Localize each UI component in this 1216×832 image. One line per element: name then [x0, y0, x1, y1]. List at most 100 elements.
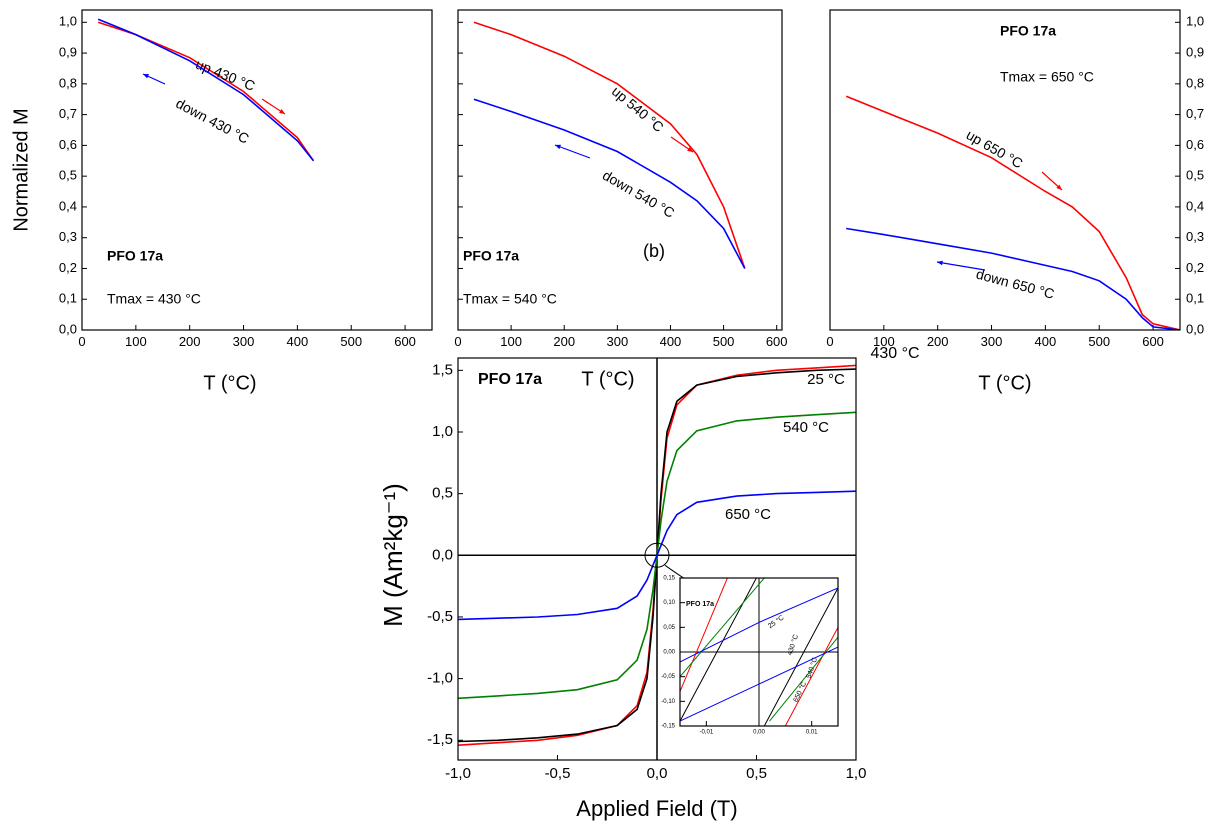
y-tick-label: 0,8: [1186, 75, 1204, 90]
plot-frame: [829, 9, 1181, 331]
y-tick-label: 0,1: [59, 291, 77, 306]
series-line: [680, 578, 838, 722]
panel: -0,01 0,00 0,01 -0,15 -0,10 -0,05 0,00 0,05 0,10…: [661, 576, 839, 735]
y-axis-label: Normalized M: [10, 108, 32, 231]
y-tick-label: 0,15: [663, 576, 675, 582]
y-tick-label: -0,5: [427, 608, 453, 625]
x-tick-label: 0: [454, 334, 461, 349]
annotation: Tmax = 430 °C: [107, 291, 201, 307]
panel: 0 100 200 300 400 500 600 0,0 0,1 0,2 0,3 0,4 0,5 0,6…: [826, 9, 1204, 394]
x-tick-label: 0,00: [753, 729, 765, 735]
series-line: [846, 227, 1180, 330]
x-axis-label: T (°C): [203, 372, 256, 394]
panel: -1,0 -0,5 0,0 0,5 1,0 -1,5 -1,0 -0,5 0,0 0,5 1,0 1,…: [378, 345, 920, 821]
x-tick-label: 600: [766, 334, 788, 349]
plot-frame: [679, 577, 839, 727]
x-axis-label: T (°C): [581, 368, 634, 390]
annotation: Tmax = 540 °C: [463, 291, 557, 307]
y-tick-label: -0,05: [661, 674, 675, 680]
y-tick-label: 1,5: [432, 361, 453, 378]
series-label: 650 °C: [725, 506, 771, 523]
direction-arrow: [554, 144, 591, 159]
series-label: 430 °C: [870, 345, 919, 362]
y-tick-label: -0,15: [661, 724, 675, 730]
arrow-head: [279, 109, 285, 114]
x-tick-label: 200: [179, 334, 201, 349]
x-tick-label: -1,0: [445, 765, 471, 782]
arrow-head: [1056, 184, 1062, 190]
y-tick-label: 0,7: [59, 106, 77, 121]
series-label: 540 °C: [783, 419, 829, 436]
x-tick-label: 0: [826, 334, 833, 349]
panel: 0 100 200 300 400 500 600 up 540 °C down 540 °C P…: [454, 9, 788, 390]
series-label: up 540 °C: [609, 83, 667, 135]
annotation: PFO 17a: [107, 248, 163, 264]
y-tick-label: 0,3: [1186, 229, 1204, 244]
series-label: up 430 °C: [194, 56, 258, 94]
series-line: [97, 21, 315, 162]
zoom-circle: [644, 542, 670, 568]
series-label: 25 °C: [807, 371, 845, 388]
series-line: [680, 587, 838, 722]
x-tick-label: 100: [500, 334, 522, 349]
y-tick-label: 0,2: [59, 260, 77, 275]
arrow-head: [555, 144, 561, 150]
x-tick-label: 600: [1142, 334, 1164, 349]
x-tick-label: 500: [340, 334, 362, 349]
annotation: (b): [643, 241, 665, 261]
y-axis-label: M (Am²kg⁻¹): [378, 483, 408, 627]
x-tick-label: 400: [1035, 334, 1057, 349]
arrow-head: [937, 260, 943, 266]
plot-frame: [457, 357, 857, 761]
y-tick-label: 0,4: [1186, 198, 1204, 213]
y-tick-label: 1,0: [432, 423, 453, 440]
y-tick-label: 0,1: [1186, 291, 1204, 306]
annotation: PFO 17a: [686, 601, 714, 608]
y-tick-label: 0,3: [59, 229, 77, 244]
y-tick-label: 0,8: [59, 75, 77, 90]
y-tick-label: 0,0: [1186, 321, 1204, 336]
series-line: [680, 578, 838, 726]
plot-frame: [457, 9, 783, 331]
x-tick-label: 300: [233, 334, 255, 349]
annotation: PFO 17a: [1000, 23, 1056, 39]
y-tick-label: 1,0: [59, 14, 77, 29]
x-tick-label: 0,0: [647, 765, 668, 782]
y-tick-label: 0,05: [663, 625, 675, 631]
plot-frame: [81, 9, 433, 331]
series-label: down 540 °C: [600, 167, 678, 221]
annotation: Tmax = 650 °C: [1000, 69, 1094, 85]
x-tick-label: 200: [553, 334, 575, 349]
y-tick-label: 0,2: [1186, 260, 1204, 275]
annotation: PFO 17a: [463, 248, 519, 264]
series-line: [473, 98, 746, 269]
y-tick-label: 1,0: [1186, 14, 1204, 29]
x-tick-label: 500: [1088, 334, 1110, 349]
x-tick-label: 600: [394, 334, 416, 349]
x-tick-label: 500: [713, 334, 735, 349]
series-line: [458, 490, 856, 621]
arrow-head: [687, 146, 693, 152]
y-tick-label: 0,4: [59, 198, 77, 213]
y-tick-label: 0,5: [1186, 168, 1204, 183]
y-tick-label: 0,5: [432, 485, 453, 502]
x-tick-label: 0: [78, 334, 85, 349]
x-tick-label: 400: [660, 334, 682, 349]
y-tick-label: -1,5: [427, 731, 453, 748]
x-tick-label: 300: [606, 334, 628, 349]
x-tick-label: 400: [287, 334, 309, 349]
x-tick-label: 200: [927, 334, 949, 349]
x-tick-label: -0,5: [545, 765, 571, 782]
x-axis-label: T (°C): [978, 372, 1031, 394]
series-label: down 430 °C: [173, 95, 251, 147]
x-tick-label: 0,01: [806, 729, 818, 735]
y-tick-label: -0,10: [661, 699, 675, 705]
x-tick-label: 1,0: [846, 765, 867, 782]
x-axis-label: Applied Field (T): [576, 796, 737, 821]
x-tick-label: 100: [125, 334, 147, 349]
y-tick-label: -1,0: [427, 670, 453, 687]
panel: 0 100 200 300 400 500 600 0,0 0,1 0,2 0,3 0,4 0,5 0,6…: [10, 9, 433, 394]
x-tick-label: 100: [873, 334, 895, 349]
y-tick-label: 0,00: [663, 650, 675, 656]
